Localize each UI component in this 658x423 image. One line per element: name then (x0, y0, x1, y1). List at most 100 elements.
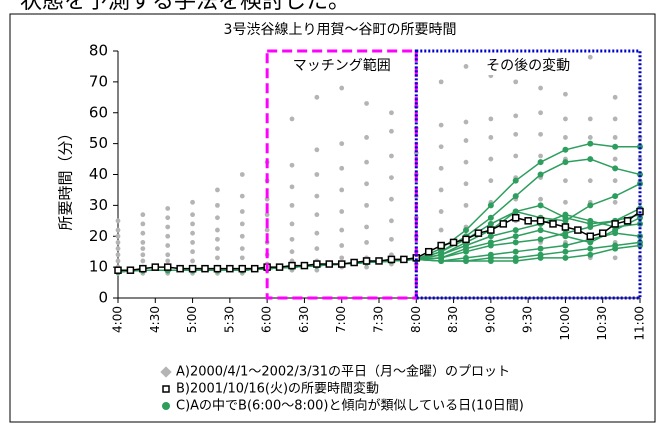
data-point (389, 236, 394, 242)
data-point (612, 116, 618, 122)
data-point (587, 178, 593, 184)
data-point (190, 258, 195, 264)
data-point (537, 171, 544, 178)
data-point (463, 248, 469, 255)
data-point (549, 220, 557, 228)
data-point (538, 110, 543, 116)
data-point (289, 202, 295, 208)
data-point (537, 254, 544, 261)
data-point (364, 240, 369, 245)
data-point (389, 175, 394, 180)
data-point (587, 140, 594, 147)
data-point (126, 266, 135, 274)
data-point (289, 184, 295, 190)
data-point (337, 260, 346, 268)
annotation-label: マッチング範囲 (293, 57, 391, 74)
data-point (562, 248, 569, 255)
data-point (474, 229, 483, 237)
data-point (201, 264, 209, 273)
data-point (364, 264, 369, 270)
data-point (165, 233, 171, 239)
data-point (587, 116, 593, 122)
legend-marker (162, 385, 170, 393)
data-point (512, 248, 519, 255)
legend-label: B)2001/10/16(火)の所要時間変動 (176, 381, 379, 397)
data-point (362, 257, 371, 265)
data-point (165, 215, 171, 221)
data-point (587, 223, 594, 230)
data-point (339, 85, 345, 91)
data-point (188, 264, 197, 273)
data-point (288, 261, 296, 270)
data-point (275, 263, 284, 271)
data-point (339, 165, 345, 171)
data-point (314, 147, 320, 153)
data-point (115, 246, 121, 252)
data-point (264, 212, 270, 218)
data-point (239, 221, 245, 227)
data-point (587, 156, 594, 163)
data-point (563, 135, 568, 140)
data-point (239, 209, 245, 214)
data-point (239, 193, 245, 199)
data-point (239, 172, 245, 177)
data-point (623, 217, 632, 225)
data-point (612, 193, 619, 200)
legend-marker (160, 366, 172, 378)
data-point (538, 131, 543, 137)
annotation-bg (476, 55, 581, 75)
data-point (140, 212, 146, 218)
data-point (190, 199, 195, 205)
data-point (350, 258, 358, 267)
data-point (487, 220, 494, 227)
legend-label: C)Aの中でB(6:00～8:00)と傾向が類似している日(10日間) (176, 398, 524, 414)
y-tick-label: 0 (98, 289, 108, 307)
data-point (226, 264, 234, 273)
data-point (213, 264, 222, 273)
data-point (513, 131, 519, 137)
data-point (190, 249, 195, 255)
data-point (611, 220, 619, 228)
data-point (562, 211, 569, 218)
data-point (289, 236, 295, 242)
data-point (511, 213, 520, 222)
y-tick-label: 50 (89, 134, 108, 152)
data-point (163, 263, 172, 271)
data-point (215, 215, 220, 221)
data-point (314, 172, 320, 177)
data-point (289, 116, 295, 122)
data-point (463, 64, 469, 69)
data-point (463, 202, 469, 208)
data-point (215, 236, 220, 242)
data-point (389, 196, 394, 202)
data-point (563, 91, 568, 97)
data-point (537, 245, 544, 252)
data-point (513, 79, 519, 85)
y-tick-label: 60 (89, 103, 108, 121)
data-point (487, 257, 494, 264)
data-point (587, 217, 594, 224)
data-point (114, 266, 122, 274)
data-point (562, 242, 569, 249)
data-point (463, 181, 469, 187)
data-point (437, 241, 445, 250)
data-point (140, 258, 146, 264)
data-point (612, 135, 618, 140)
data-point (463, 138, 469, 143)
data-point (488, 135, 494, 140)
data-point (364, 135, 369, 140)
data-point (339, 187, 345, 193)
data-point (165, 243, 171, 248)
data-point (512, 239, 519, 246)
data-point (140, 252, 146, 258)
data-point (140, 246, 146, 252)
data-point (463, 159, 469, 165)
x-tick-label: 6:30 (297, 306, 311, 333)
data-point (364, 202, 369, 208)
data-point (151, 263, 160, 271)
data-point (115, 233, 121, 239)
legend-label: A)2000/4/1～2002/3/31の平日（月～金曜）のプロット (176, 364, 510, 380)
data-point (488, 156, 494, 162)
data-point (438, 144, 444, 150)
